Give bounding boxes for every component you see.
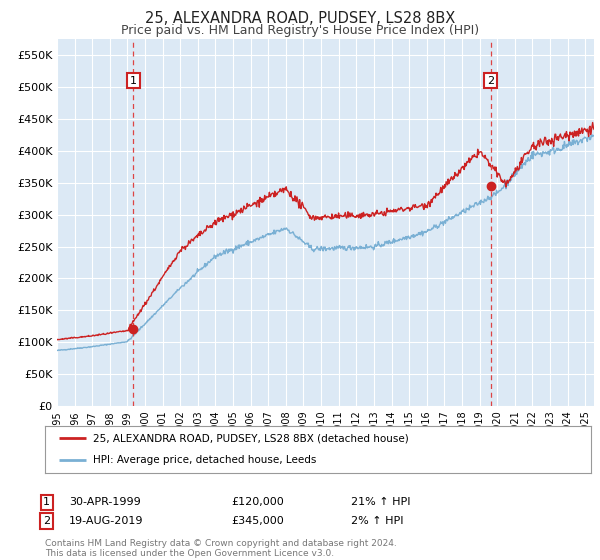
Text: Price paid vs. HM Land Registry's House Price Index (HPI): Price paid vs. HM Land Registry's House … — [121, 24, 479, 36]
Text: 25, ALEXANDRA ROAD, PUDSEY, LS28 8BX (detached house): 25, ALEXANDRA ROAD, PUDSEY, LS28 8BX (de… — [93, 433, 409, 444]
Text: £120,000: £120,000 — [231, 497, 284, 507]
Text: 2% ↑ HPI: 2% ↑ HPI — [351, 516, 404, 526]
Text: £345,000: £345,000 — [231, 516, 284, 526]
Text: 1: 1 — [130, 76, 137, 86]
Text: 1: 1 — [43, 497, 50, 507]
Text: HPI: Average price, detached house, Leeds: HPI: Average price, detached house, Leed… — [93, 455, 316, 465]
Text: 19-AUG-2019: 19-AUG-2019 — [69, 516, 143, 526]
Text: 25, ALEXANDRA ROAD, PUDSEY, LS28 8BX: 25, ALEXANDRA ROAD, PUDSEY, LS28 8BX — [145, 11, 455, 26]
Text: 2: 2 — [487, 76, 494, 86]
Text: 30-APR-1999: 30-APR-1999 — [69, 497, 141, 507]
Text: Contains HM Land Registry data © Crown copyright and database right 2024.
This d: Contains HM Land Registry data © Crown c… — [45, 539, 397, 558]
Text: 21% ↑ HPI: 21% ↑ HPI — [351, 497, 410, 507]
Text: 2: 2 — [43, 516, 50, 526]
